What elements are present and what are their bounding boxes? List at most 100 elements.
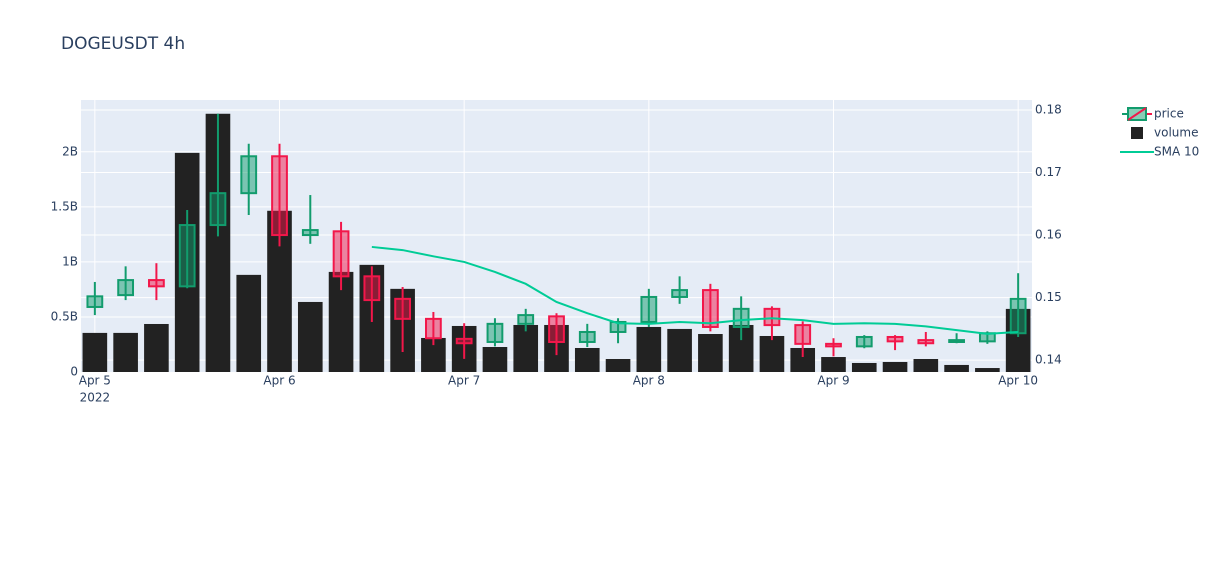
volume-bar <box>636 326 662 372</box>
y-tick-label: 0.5B <box>51 309 78 323</box>
candle <box>794 321 812 357</box>
candle-body <box>178 224 196 288</box>
candle <box>855 335 873 349</box>
candle <box>86 281 104 316</box>
candle <box>732 296 750 341</box>
volume-bar <box>667 328 692 372</box>
legend-item[interactable]: price <box>1122 107 1184 121</box>
candle-body <box>394 297 412 320</box>
candle-body <box>117 279 135 297</box>
candle-body <box>578 330 596 343</box>
candle <box>117 266 135 301</box>
candle <box>886 335 904 351</box>
legend-label: volume <box>1154 126 1198 140</box>
candle <box>825 338 842 357</box>
candle-body <box>701 289 719 328</box>
x-tick-label: Apr 10 <box>998 374 1038 388</box>
x-tick-label: Apr 6 <box>263 374 295 388</box>
y2-tick-label: 0.16 <box>1035 228 1062 242</box>
x-year-label: 2022 <box>80 391 111 405</box>
candle <box>425 311 442 346</box>
candle <box>671 276 688 304</box>
volume-bar <box>605 359 631 372</box>
legend-swatch <box>1131 127 1143 139</box>
sma-line <box>371 245 1019 335</box>
x-tick-label: Apr 9 <box>817 374 849 388</box>
candle <box>209 113 227 237</box>
candle-body <box>886 335 904 343</box>
y-tick-label: 2B <box>62 144 78 158</box>
candle <box>178 210 196 289</box>
candle <box>240 143 258 216</box>
chart-title: DOGEUSDT 4h <box>61 34 185 54</box>
candle-body <box>640 295 658 323</box>
volume-bar <box>297 301 323 372</box>
volume-bar <box>882 361 908 372</box>
legend-label: price <box>1154 107 1184 121</box>
volume-bar <box>144 323 169 372</box>
candle-body <box>548 315 565 343</box>
candle <box>517 308 535 332</box>
legend-item[interactable]: SMA 10 <box>1120 145 1199 159</box>
candle-body <box>1009 297 1027 335</box>
volume-bar <box>82 332 108 372</box>
candle-body <box>763 307 781 327</box>
candle <box>948 333 965 344</box>
legend-label: SMA 10 <box>1154 145 1199 159</box>
y2-tick-label: 0.17 <box>1035 165 1062 179</box>
x-tick-label: Apr 8 <box>633 374 665 388</box>
candle-body <box>271 155 288 237</box>
volume-bar <box>821 357 846 372</box>
candle <box>578 323 596 347</box>
candle-body <box>148 279 165 288</box>
candle-body <box>332 230 350 278</box>
candle-body <box>86 295 104 308</box>
volume-bar <box>574 347 600 372</box>
volume-bar <box>698 334 723 372</box>
volume-bar <box>944 364 969 372</box>
volume-bar <box>851 362 877 372</box>
candle <box>271 143 288 247</box>
candle-body <box>917 339 935 345</box>
candle <box>548 313 565 356</box>
candle <box>1009 273 1027 337</box>
volume-bar <box>975 368 1000 372</box>
candle-body <box>425 317 442 340</box>
x-tick-label: Apr 5 <box>79 374 111 388</box>
candle-body <box>948 339 965 343</box>
volume-bar <box>236 274 262 372</box>
candle <box>394 286 412 352</box>
candle <box>486 318 504 347</box>
legend-item[interactable]: volume <box>1131 126 1198 140</box>
legend-swatch <box>1127 107 1147 121</box>
candle-body <box>794 324 812 345</box>
candle-body <box>301 229 319 237</box>
volume-bar <box>482 347 508 372</box>
candle <box>455 323 473 359</box>
candle <box>640 288 658 327</box>
candle-body <box>855 335 873 348</box>
volume-bar <box>913 359 939 372</box>
y2-tick-label: 0.15 <box>1035 290 1062 304</box>
candle-body <box>486 322 504 343</box>
candle <box>301 195 319 244</box>
y-tick-label: 0 <box>70 365 78 379</box>
candle <box>332 221 350 291</box>
candle-body <box>671 289 688 298</box>
x-tick-label: Apr 7 <box>448 374 480 388</box>
candle <box>148 263 165 301</box>
y-tick-label: 1.5B <box>51 199 78 213</box>
y2-tick-label: 0.14 <box>1035 353 1062 367</box>
candle-body <box>609 320 627 333</box>
volume-bar <box>513 324 539 372</box>
y-tick-label: 1B <box>62 254 78 268</box>
candle-body <box>732 307 750 328</box>
y2-tick-label: 0.18 <box>1035 103 1062 117</box>
volume-bar <box>113 332 138 372</box>
candle-body <box>240 155 258 195</box>
candle-body <box>363 275 381 302</box>
volume-bar <box>759 335 785 372</box>
candle <box>363 266 381 322</box>
